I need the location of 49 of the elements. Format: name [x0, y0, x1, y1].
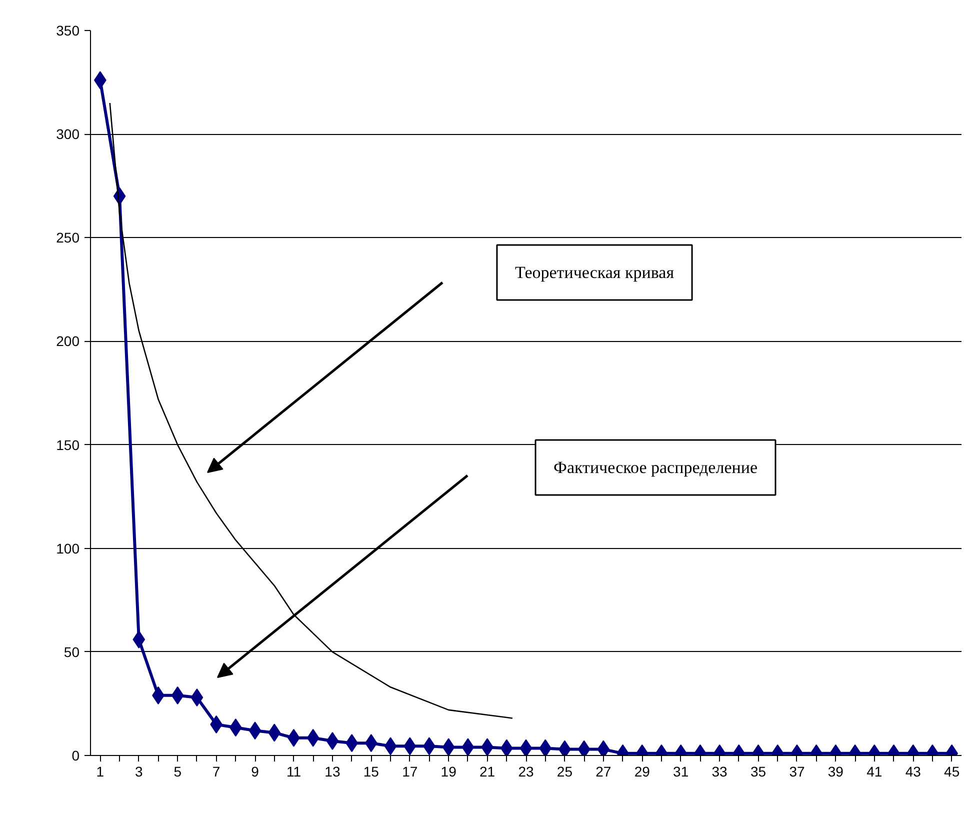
y-tick-label: 0 [72, 748, 80, 764]
point [171, 686, 184, 704]
x-tick-label: 23 [518, 764, 534, 780]
point [442, 738, 455, 756]
point [539, 739, 552, 756]
x-tick-label: 19 [440, 764, 457, 780]
point [190, 688, 204, 706]
x-tick-label: 33 [712, 764, 728, 780]
x-tick-label: 3 [134, 764, 143, 780]
x-tick-label: 37 [789, 764, 805, 780]
x-tick-label: 21 [480, 764, 496, 780]
point [520, 739, 532, 756]
point [384, 737, 397, 756]
x-tick-label: 39 [828, 764, 844, 780]
annotation: Фактическое распределение [554, 458, 758, 477]
x-tick-label: 11 [286, 764, 302, 780]
x-tick-label: 13 [324, 764, 340, 780]
point [132, 630, 146, 648]
y-tick-label: 250 [56, 230, 80, 246]
y-tick-label: 100 [56, 540, 80, 556]
x-tick-label: 15 [363, 764, 380, 780]
y-tick-label: 300 [56, 126, 80, 142]
y-tick-label: 150 [56, 436, 80, 453]
point [268, 724, 281, 742]
y-tick-label: 350 [56, 22, 80, 38]
y-tick-label: 200 [56, 333, 80, 350]
point [481, 738, 494, 756]
x-tick-label: 25 [556, 764, 573, 780]
annotation: Теоретическая кривая [514, 263, 674, 282]
point [248, 722, 262, 740]
x-tick-label: 5 [174, 764, 182, 780]
x-tick-label: 27 [596, 764, 612, 780]
point [500, 739, 513, 756]
x-tick-label: 31 [673, 764, 689, 780]
x-tick-label: 29 [634, 764, 650, 780]
x-tick-label: 35 [750, 764, 766, 780]
point [326, 732, 339, 750]
x-tick-label: 1 [96, 764, 104, 780]
x-tick-label: 41 [866, 764, 882, 780]
x-tick-label: 9 [251, 764, 260, 780]
point [306, 728, 320, 747]
point [462, 738, 474, 756]
y-tick-label: 50 [64, 644, 80, 660]
point [364, 734, 378, 752]
x-tick-label: 17 [402, 764, 418, 780]
x-tick-label: 45 [944, 764, 960, 780]
point [404, 737, 416, 756]
x-tick-label: 7 [212, 764, 220, 780]
x-tick-label: 43 [905, 764, 922, 780]
